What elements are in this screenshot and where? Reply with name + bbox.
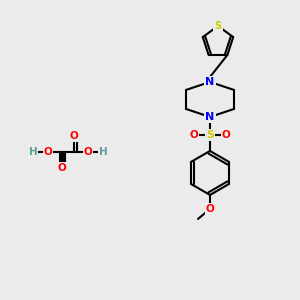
Text: N: N — [206, 112, 214, 122]
Text: O: O — [58, 163, 66, 173]
Text: O: O — [190, 130, 198, 140]
Text: H: H — [28, 147, 38, 157]
Text: O: O — [70, 131, 78, 141]
Text: O: O — [222, 130, 230, 140]
Text: O: O — [44, 147, 52, 157]
Text: N: N — [206, 77, 214, 87]
Text: H: H — [99, 147, 107, 157]
Text: S: S — [206, 130, 214, 140]
Text: O: O — [206, 204, 214, 214]
Text: O: O — [84, 147, 92, 157]
Text: S: S — [214, 21, 222, 31]
